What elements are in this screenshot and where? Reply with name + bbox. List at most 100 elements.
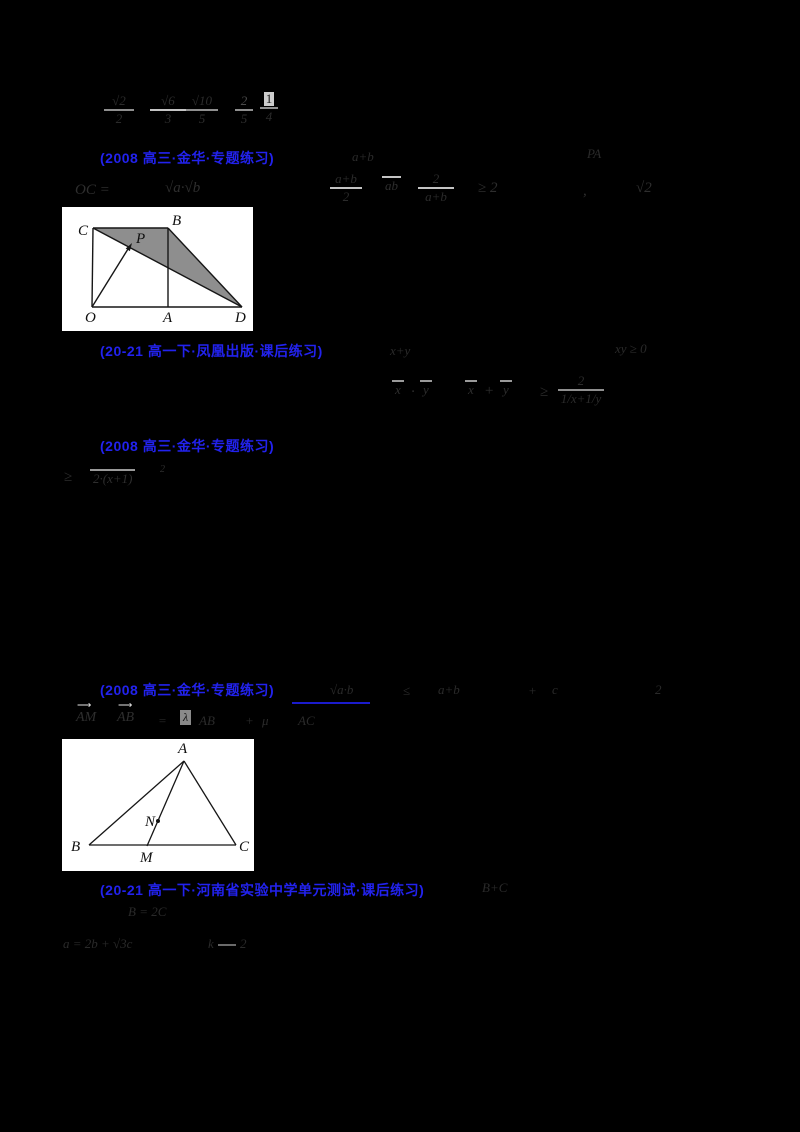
math-token: ≥ (540, 384, 549, 400)
fraction-bar (235, 109, 253, 112)
vector-token: ⟶ AB (117, 701, 135, 725)
fraction: 2 a+b (418, 171, 454, 205)
math-token: · (411, 384, 415, 400)
point-label-B: B (172, 213, 181, 229)
triangle-rectangle-diagram: C B P O A D (78, 213, 246, 326)
question-source-tag-2: (20-21 高一下·凤凰出版·课后练习) (100, 343, 323, 359)
fraction: a+b 2 (330, 171, 362, 205)
radical-expression: ab (382, 176, 401, 192)
point-label-A: A (177, 741, 188, 757)
fraction: 2 1/x+1/y (558, 373, 604, 407)
point-label-D: D (234, 310, 246, 326)
vector-token: ⟶ AM (76, 701, 97, 725)
fraction-answer-2: √6 3 (150, 93, 186, 127)
math-token: 2 (655, 682, 662, 697)
highlighted-lambda-token: λ (180, 710, 192, 725)
radical-expression: y (420, 380, 432, 396)
fraction-answer-1: √2 2 (104, 93, 134, 127)
math-token: √2 (636, 180, 652, 196)
math-token: AB (199, 713, 215, 728)
fraction-answer-3: √10 5 (186, 93, 218, 127)
fraction-answer-5: 1 4 (260, 91, 278, 125)
figure-1-geometry-diagram: C B P O A D (62, 207, 253, 331)
diagram-lines (91, 227, 243, 308)
point-label-M: M (139, 850, 154, 866)
math-token: 2 (240, 936, 247, 951)
fraction-denominator: 3 (164, 111, 172, 127)
math-token: ≥ (64, 469, 73, 485)
math-token: OC = (75, 182, 110, 198)
math-token: = (158, 713, 167, 728)
fraction-denominator: 5 (198, 111, 206, 127)
fraction-denominator: 2 (115, 111, 123, 127)
fraction-bar (104, 109, 134, 112)
math-token: k (208, 936, 214, 951)
math-token: xy ≥ 0 (615, 341, 647, 356)
math-token: c (552, 682, 558, 697)
fraction-bar (150, 109, 186, 112)
radical-expression: x (465, 380, 477, 396)
dash-line (218, 944, 236, 946)
fraction-bar (330, 187, 362, 190)
fraction-denominator: 4 (265, 109, 273, 125)
fraction-numerator: 2 (240, 93, 248, 108)
math-token: x+y (390, 343, 411, 358)
point-label-A: A (162, 310, 173, 326)
fraction-bar (260, 107, 278, 110)
fraction-denominator: 5 (240, 111, 248, 127)
math-token: + (245, 713, 254, 728)
fraction-numerator: 2 (577, 373, 585, 388)
math-token: √a·√b (165, 180, 201, 196)
point-label-C: C (78, 223, 89, 239)
math-token: ≥ 2 (478, 180, 498, 196)
point-N-dot (156, 819, 160, 823)
math-token: a+b (352, 149, 374, 164)
math-token: B = 2C (128, 904, 167, 919)
vector-arrow-icon: ⟶ (77, 700, 91, 711)
math-token: , (583, 183, 587, 199)
fraction-numerator: √10 (191, 93, 213, 108)
arrowhead-icon (125, 243, 132, 252)
question-source-tag-5: (20-21 高一下·河南省实验中学单元测试·课后练习) (100, 882, 425, 898)
point-label-P: P (135, 231, 145, 247)
radical-expression: x (392, 380, 404, 396)
fraction-bar (186, 109, 218, 112)
math-token: B+C (482, 880, 508, 895)
vector-name: AM (76, 710, 97, 725)
vector-arrow-icon: ⟶ (118, 700, 132, 711)
fraction-bar (418, 187, 454, 190)
math-token: μ (262, 713, 269, 728)
question-source-tag-4: (2008 高三·金华·专题练习) (100, 682, 275, 698)
math-token: AC (298, 713, 315, 728)
figure-2-geometry-diagram: A B C M N (62, 739, 254, 871)
math-token: PA (587, 146, 602, 161)
point-label-C: C (239, 839, 250, 855)
fraction-denominator: 1/x+1/y (560, 391, 602, 407)
fraction-numerator: a+b (335, 171, 357, 186)
math-token: ≤ (403, 683, 411, 698)
link-underline (292, 702, 370, 704)
superscript-token: 2 (160, 464, 165, 475)
fraction-denominator: a+b (425, 189, 447, 205)
fraction-numerator-highlighted: 1 (263, 91, 275, 107)
math-token: + (528, 683, 537, 698)
question-source-tag-3: (2008 高三·金华·专题练习) (100, 438, 275, 454)
fraction-bar (558, 389, 604, 392)
fraction-denominator: 2 (342, 189, 350, 205)
math-token: √a·b (330, 682, 354, 697)
fraction-answer-4: 2 5 (235, 93, 253, 127)
math-token: a = 2b + √3c (63, 936, 133, 951)
vector-name: AB (117, 710, 135, 725)
fraction-numerator: √2 (112, 93, 126, 108)
triangle-diagram: A B C M N (71, 741, 250, 866)
diagram-lines (88, 760, 237, 847)
math-token: a+b (438, 682, 460, 697)
fraction-numerator: √6 (161, 93, 175, 108)
arrow-O-to-P (91, 248, 129, 308)
question-source-tag-1: (2008 高三·金华·专题练习) (100, 150, 275, 166)
point-label-O: O (85, 310, 96, 326)
radical-expression: 2·(x+1) (90, 469, 136, 485)
point-label-B: B (71, 839, 80, 855)
math-token: + (484, 383, 495, 399)
